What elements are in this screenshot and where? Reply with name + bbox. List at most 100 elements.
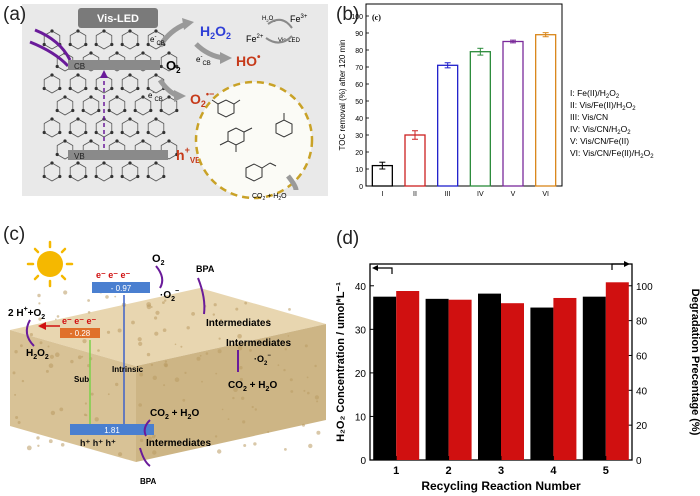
sponge-pore <box>266 320 270 323</box>
sponge-pore <box>55 318 57 321</box>
chart-b-inner-label: (c) <box>372 13 381 22</box>
lattice-atom <box>128 161 132 165</box>
lattice-atom <box>68 174 72 179</box>
lattice-atom <box>58 174 62 179</box>
sponge-pore <box>304 344 308 348</box>
lattice-atom <box>175 152 179 157</box>
chart-b-ytick-label: 100 <box>351 14 363 21</box>
lattice-atom <box>84 86 88 91</box>
electrons-mid: e⁻ e⁻ e⁻ <box>62 316 97 326</box>
lattice-atom <box>84 174 88 179</box>
chart-b-ytick-label: 50 <box>355 99 363 106</box>
vb-value: 1.81 <box>104 426 120 435</box>
lattice-atom <box>71 108 75 113</box>
lattice-atom <box>76 117 80 121</box>
sponge-pore <box>90 392 94 396</box>
chart-b-ytick-label: 70 <box>355 65 363 72</box>
sponge-pore <box>199 354 202 357</box>
lattice-ring <box>160 96 178 116</box>
chart-d-x-axis: 1 2 3 4 5 <box>393 456 609 477</box>
lattice-ring <box>147 74 165 94</box>
sponge-pore <box>284 348 287 351</box>
proton-oxygen-label: 2 H++O2 <box>8 306 45 321</box>
sponge-pore <box>287 335 290 337</box>
chart-d-bar-h2o2 <box>425 298 449 460</box>
sponge-pore <box>138 341 143 346</box>
lattice-atom <box>97 108 101 113</box>
sponge-pore <box>56 315 60 318</box>
chart-d-bars <box>373 282 629 460</box>
lattice-ring <box>82 52 100 72</box>
lattice-atom <box>146 86 150 91</box>
lattice-ring <box>160 52 178 72</box>
chart-d-ylabel-right: Degradation Precentage (%) <box>689 289 700 436</box>
lattice-atom <box>162 174 166 179</box>
sponge-pore <box>15 416 19 419</box>
lattice-ring <box>43 74 61 94</box>
lattice-atom <box>141 51 145 55</box>
sponge-pore <box>254 408 257 411</box>
lattice-atom <box>136 86 140 91</box>
sponge-pore <box>48 363 54 368</box>
sponge-pore <box>227 418 230 420</box>
sponge-pore <box>239 377 243 382</box>
lattice-atom <box>154 73 158 77</box>
sponge-pore <box>174 343 177 346</box>
light-ray-2 <box>29 40 70 68</box>
sponge-pore <box>217 349 222 354</box>
chart-d-xtick-label: 4 <box>550 465 557 477</box>
sponge-pore <box>36 436 40 440</box>
panel-a-label: (a) <box>3 4 26 25</box>
lattice-ring <box>69 118 87 138</box>
co2-h2o-label-2: CO2 + H2O <box>150 408 199 421</box>
ho-radical: HO• <box>236 52 261 69</box>
chart-b-bars <box>371 32 557 187</box>
sponge-pore <box>187 442 190 445</box>
chart-b-ytick-label: 10 <box>355 167 363 174</box>
sponge-pore <box>164 440 169 445</box>
chart-b-ylabel: TOC removal (%) after 120 min <box>338 40 347 151</box>
lattice-atom <box>154 161 158 165</box>
chart-b-ytick-label: 90 <box>355 31 363 38</box>
sponge-pore <box>26 445 32 451</box>
lattice-atom <box>110 86 114 91</box>
lattice-atom <box>76 73 80 77</box>
sponge-pore <box>288 308 291 311</box>
chart-b-y-axis: 0 10 20 30 40 50 60 70 80 90 100 <box>351 14 369 191</box>
lattice-ring <box>43 162 61 182</box>
sponge-pore <box>29 333 33 337</box>
arrow-to-co2 <box>286 174 299 191</box>
lattice-atom <box>50 161 54 165</box>
lattice-ring <box>134 52 152 72</box>
sponge-pore <box>154 331 159 336</box>
sponge-pore <box>146 352 151 357</box>
sponge-pore <box>184 371 187 374</box>
sponge-pore <box>87 311 91 314</box>
lattice-ring <box>160 140 178 160</box>
sponge-pore <box>28 351 32 355</box>
sponge-pore <box>63 290 68 295</box>
lattice-ring <box>95 30 113 50</box>
sponge-pore <box>49 354 55 359</box>
sponge-pore <box>267 431 270 433</box>
lattice-atom <box>141 95 145 99</box>
lattice-atom <box>167 95 171 99</box>
chart-b-legend-entry: VI: Vis/CN/Fe(II)/H2O2 <box>570 148 654 160</box>
sponge-pore <box>164 299 167 302</box>
sponge-side <box>136 324 326 462</box>
ecb-label-2: e-CB <box>196 54 211 67</box>
chart-d-xlabel: Recycling Reaction Number <box>421 479 581 493</box>
lattice-atom <box>68 130 72 135</box>
chart-b-legend-entry: V: Vis/CN/Fe(II) <box>570 136 629 146</box>
lattice-atom <box>94 86 98 91</box>
chart-d-bar-h2o2 <box>530 307 554 460</box>
lattice-atom <box>94 174 98 179</box>
lattice-atom <box>50 117 54 121</box>
lattice-atom <box>154 117 158 121</box>
sponge-pore <box>70 359 74 364</box>
lattice-atom <box>110 42 114 47</box>
sponge-pore <box>146 302 152 307</box>
chart-d-bar-h2o2 <box>582 296 606 460</box>
lattice-atom <box>76 29 80 33</box>
h2o2-small: H2O2 <box>262 16 276 23</box>
